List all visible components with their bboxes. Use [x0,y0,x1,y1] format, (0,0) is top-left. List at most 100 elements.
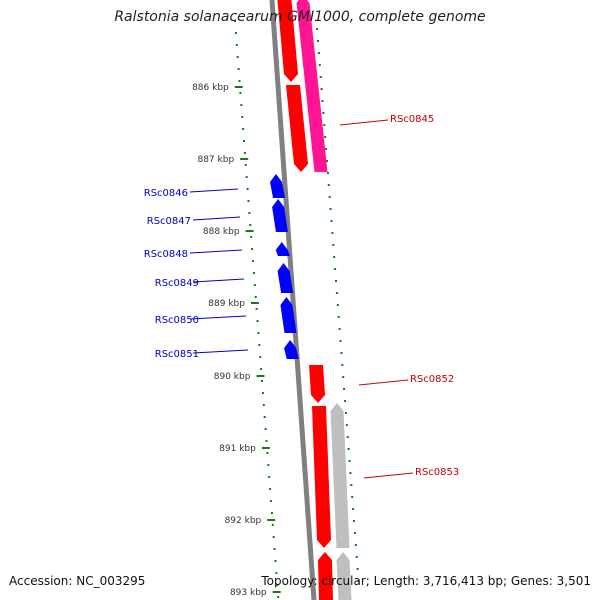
basepair-ruler: 886 kbp 887 kbp 888 kbp 889 kbp 890 kbp 891 k… [192,83,281,598]
left-dot [243,140,245,142]
gene-leader-line [363,472,414,479]
kbp-tick-label: 892 kbp [225,516,262,526]
right-dot [330,220,333,222]
left-dot [236,56,239,58]
left-dot [272,536,275,538]
kbp-tick-label: 887 kbp [197,155,234,165]
cds-bar-pink [296,0,328,172]
accession-label: Accession: NC_003295 [9,574,146,588]
gene-leader-line [192,278,245,283]
kbp-tick-mark [256,375,265,377]
right-dot [348,460,351,462]
kbp-tick-label: 890 kbp [214,372,251,382]
right-dot [349,472,352,474]
left-dot [255,308,258,310]
gene-label-rsc0850: RSc0850 [155,315,199,326]
reverse-gene-arrow-rsc0848 [275,242,290,256]
left-dot [234,32,237,34]
right-dot [351,496,354,498]
right-dot [317,52,320,54]
right-dot [347,448,350,450]
forward-gene-arrow [312,406,331,548]
left-dot [257,332,260,334]
right-dot [327,184,330,186]
right-dot [321,100,324,102]
gene-label-rsc0851: RSc0851 [155,349,199,360]
left-dot [238,80,241,82]
gene-labels: RSc0846 RSc0847 RSc0848 RSc0849 RSc0850 RSc08… [144,114,459,479]
left-dot [259,356,262,358]
left-dot [247,200,250,202]
left-dot [261,392,264,394]
cds-bar-gray [330,403,350,548]
right-dot [329,208,332,210]
kbp-tick-mark [267,519,276,521]
left-dot [235,44,238,46]
reverse-gene-arrow-rsc0846 [270,174,286,198]
right-dot [331,232,334,234]
left-dot [268,476,271,478]
left-dot [234,20,236,22]
right-dot [326,160,328,162]
right-dot [318,64,321,66]
right-dot [334,268,337,270]
reverse-gene-arrow-rsc0850 [280,297,297,333]
left-dot [260,368,263,370]
right-dot [343,388,346,390]
left-dot [270,500,272,502]
right-dot [316,28,319,30]
right-dot [333,256,336,258]
right-dot [338,328,341,330]
map-title: Ralstonia solanacearum GMI1000, complete… [114,9,486,25]
right-dot [319,76,322,78]
kbp-tick-label: 893 kbp [230,588,267,598]
kbp-tick-mark [250,302,259,304]
right-dot [320,88,323,90]
left-dot [246,188,249,190]
left-dot [237,68,240,70]
right-dot [346,436,349,438]
right-dot [337,316,340,318]
kbp-tick-mark [272,591,281,593]
right-dot [339,340,342,342]
right-dot [324,136,327,138]
left-dot [253,284,256,286]
right-dot [353,532,356,534]
forward-gene-arrow [318,552,333,600]
left-dot [261,380,263,382]
left-dot [252,272,255,274]
left-dot [269,488,272,490]
right-dot [326,172,329,174]
gene-leader-line [339,119,389,126]
left-dot [256,320,259,322]
gene-label-rsc0845: RSc0845 [390,114,434,125]
kbp-tick-mark [245,230,254,232]
left-dot [265,440,268,442]
right-dot [357,580,360,582]
left-dot [249,224,252,226]
right-dot [335,280,337,282]
left-dot [250,236,253,238]
right-dot [344,400,346,402]
kbp-tick-mark [234,86,243,88]
kbp-tick-label: 886 kbp [192,83,229,93]
right-dot [341,364,344,366]
gene-label-rsc0849: RSc0849 [155,278,199,289]
right-dot [336,304,339,306]
gene-features [270,0,352,600]
left-dot [252,260,254,262]
kbp-tick-label: 889 kbp [208,299,245,309]
genome-summary: Topology: circular; Length: 3,716,413 bp… [261,574,591,588]
kbp-tick-mark [261,447,270,449]
right-dot [335,292,338,294]
genome-backbone [269,0,317,600]
right-dot [332,244,335,246]
right-dot [325,148,328,150]
left-dot [240,104,243,106]
right-dot [317,40,319,42]
gene-leader-line [358,379,409,386]
left-dot [274,560,277,562]
left-dot [251,248,254,250]
